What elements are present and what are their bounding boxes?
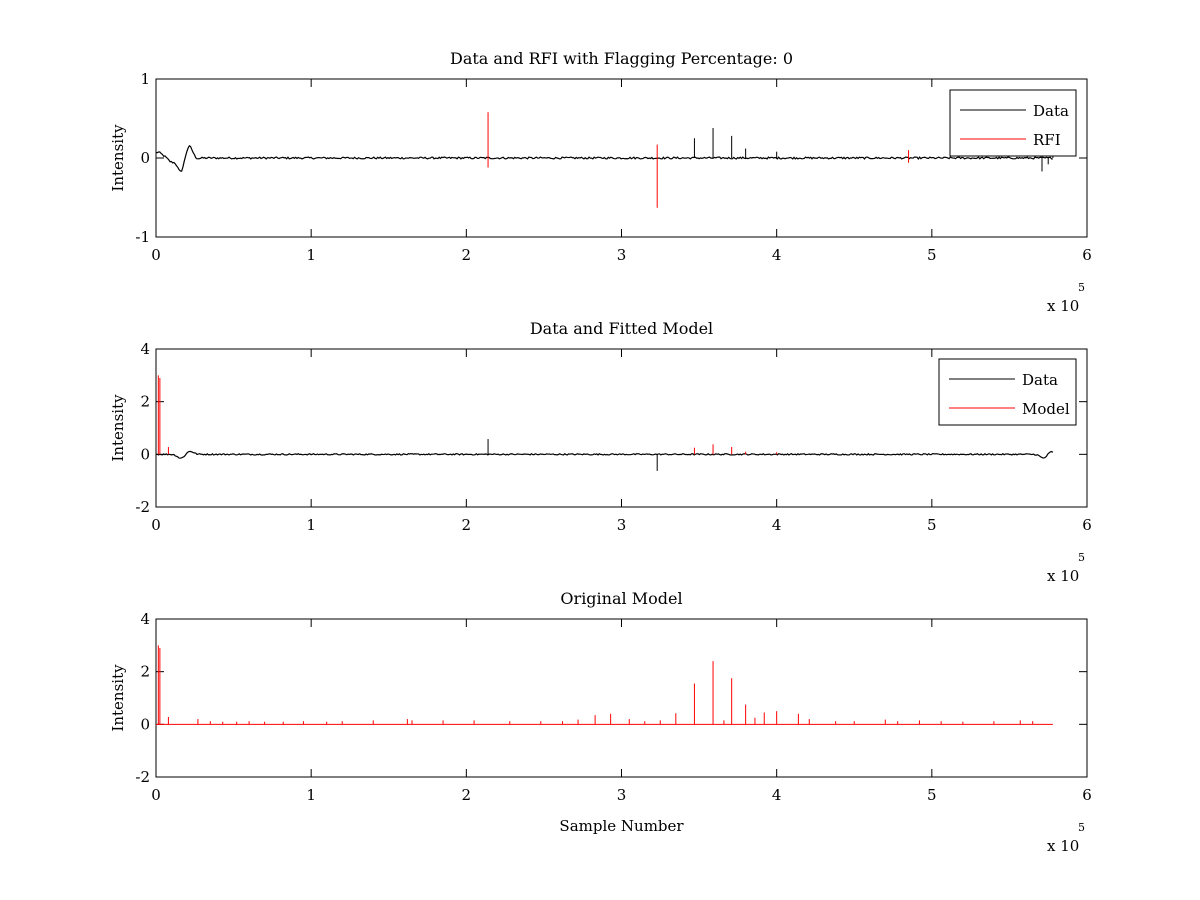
y-tick-label: -2 [135,498,150,516]
x-tick-label: 5 [927,516,937,534]
x-tick-label: 0 [151,246,161,264]
y-tick-label: -1 [135,228,150,246]
legend-box [949,89,1077,157]
y-tick-label: 2 [140,393,150,411]
y-tick-label: 4 [140,340,150,358]
legend-entry: Data [1033,102,1069,120]
y-axis-label: Intensity [109,664,127,732]
x-axis-label: Sample Number [559,817,684,835]
x-tick-label: 1 [306,786,316,804]
legend: Data RFI [949,89,1077,157]
plot-area [156,112,1054,208]
x-tick-label: 4 [772,786,782,804]
y-tick-label: 2 [140,663,150,681]
x-exponent-power: 5 [1078,551,1085,564]
series-rfi-1 [487,112,910,208]
x-tick-label: 5 [927,246,937,264]
y-tick-label: -2 [135,768,150,786]
chart-title: Original Model [560,589,682,608]
x-tick-label: 0 [151,516,161,534]
legend-entry: RFI [1033,131,1061,149]
x-tick-label: 5 [927,786,937,804]
series-line [156,450,1054,459]
series-line [156,144,1053,172]
x-tick-label: 4 [772,246,782,264]
plot-area [156,645,1053,725]
x-tick-label: 1 [306,516,316,534]
x-tick-label: 6 [1082,246,1092,264]
x-exponent-power: 5 [1078,281,1085,294]
series-data-1 [156,127,1054,172]
x-exponent-label: x 10 [1047,837,1079,855]
plot-area [156,375,1054,471]
x-exponent-label: x 10 [1047,297,1079,315]
x-exponent-label: x 10 [1047,567,1079,585]
y-tick-label: 1 [140,70,150,88]
chart-title: Data and RFI with Flagging Percentage: 0 [450,49,793,68]
x-tick-label: 4 [772,516,782,534]
legend-entry: Model [1022,400,1070,418]
x-tick-label: 6 [1082,516,1092,534]
legend-box [938,358,1077,426]
series-data-2 [156,439,1054,471]
series-model-2 [157,375,778,455]
x-tick-label: 2 [462,516,472,534]
legend: Data Model [938,358,1077,426]
x-tick-label: 1 [306,246,316,264]
x-tick-label: 3 [617,516,627,534]
x-tick-label: 0 [151,786,161,804]
y-tick-label: 0 [140,445,150,463]
x-tick-label: 3 [617,246,627,264]
x-exponent-power: 5 [1078,821,1085,834]
x-tick-label: 6 [1082,786,1092,804]
y-axis-label: Intensity [109,124,127,192]
x-tick-label: 2 [462,246,472,264]
y-tick-label: 4 [140,610,150,628]
chart-title: Data and Fitted Model [530,319,713,338]
subplot-1: Data and RFI with Flagging Percentage: 0… [109,49,1092,315]
y-axis-label: Intensity [109,394,127,462]
series-model-3 [156,645,1053,725]
x-tick-label: 2 [462,786,472,804]
legend-entry: Data [1022,371,1058,389]
x-tick-label: 3 [617,786,627,804]
y-tick-label: 0 [140,715,150,733]
axes-box [155,618,1088,778]
y-tick-label: 0 [140,149,150,167]
